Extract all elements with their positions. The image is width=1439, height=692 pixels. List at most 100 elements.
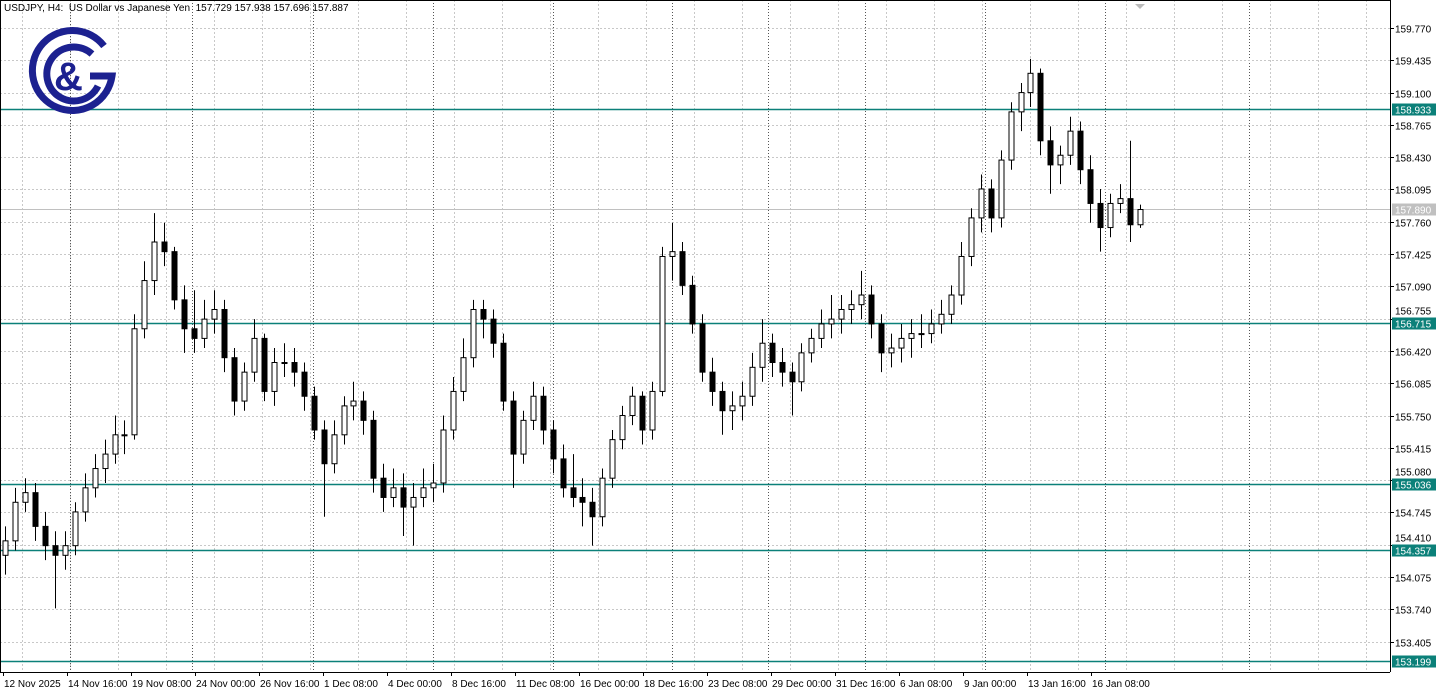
candle-body xyxy=(749,366,756,397)
candle-body xyxy=(510,400,517,455)
candle-body xyxy=(181,299,188,330)
candle-body xyxy=(341,405,348,436)
candle-body xyxy=(1037,72,1044,142)
candle-body xyxy=(689,284,696,325)
y-tick-label: 154.410 xyxy=(1395,534,1432,545)
x-tick-label: 9 Jan 00:00 xyxy=(964,679,1017,690)
y-tick-label: 153.740 xyxy=(1395,606,1432,617)
candle-body xyxy=(1087,169,1094,204)
candle-body xyxy=(380,477,387,498)
candle-body xyxy=(798,352,805,383)
y-tick-label: 157.425 xyxy=(1395,251,1432,262)
candle-body xyxy=(410,496,417,508)
y-tick-label: 158.765 xyxy=(1395,122,1432,133)
candle-body xyxy=(251,337,258,373)
x-tick-label: 23 Dec 08:00 xyxy=(708,679,768,690)
candle-body xyxy=(370,419,377,479)
candle-body xyxy=(1077,130,1084,171)
candle-body xyxy=(121,434,128,437)
candle-body xyxy=(291,362,298,373)
candle-body xyxy=(12,501,19,542)
candle-body xyxy=(72,511,79,547)
candle-body xyxy=(82,487,89,513)
candle-body xyxy=(579,496,586,503)
candle-body xyxy=(948,294,955,315)
candle-body xyxy=(599,477,606,518)
candle-body xyxy=(201,318,208,339)
candle-body xyxy=(231,357,238,402)
y-tick-label: 159.100 xyxy=(1395,90,1432,101)
candle-body xyxy=(301,371,308,397)
candle-body xyxy=(241,371,248,402)
candle-body xyxy=(1018,92,1025,113)
candle-body xyxy=(978,188,985,219)
candle-body xyxy=(271,362,278,392)
candle-body xyxy=(848,304,855,310)
candle-body xyxy=(888,347,895,354)
level-label: 154.357 xyxy=(1395,547,1432,558)
candle-body xyxy=(868,294,875,325)
candle-body xyxy=(360,400,367,421)
y-tick-label: 159.770 xyxy=(1395,25,1432,36)
symbol-description: US Dollar vs Japanese Yen xyxy=(68,3,191,14)
y-tick-label: 156.420 xyxy=(1395,348,1432,359)
candle-body xyxy=(400,487,407,508)
candle-body xyxy=(878,323,885,354)
candle-body xyxy=(460,357,467,392)
candle-body xyxy=(719,390,726,412)
level-label-bg xyxy=(1392,655,1436,668)
candle-body xyxy=(699,323,706,373)
candle-body xyxy=(858,294,865,306)
candle-body xyxy=(669,251,676,257)
shift-marker xyxy=(1135,4,1145,9)
y-tick-label: 153.405 xyxy=(1395,639,1432,650)
x-tick-label: 12 Nov 2025 xyxy=(4,679,61,690)
x-tick-label: 26 Nov 16:00 xyxy=(260,679,320,690)
candle-body xyxy=(1047,140,1054,166)
candle-body xyxy=(1027,72,1034,94)
candle-body xyxy=(759,342,766,368)
x-tick-label: 31 Dec 16:00 xyxy=(836,679,896,690)
candle-body xyxy=(420,487,427,498)
candle-body xyxy=(32,492,39,527)
candle-body xyxy=(619,415,626,441)
candle-body xyxy=(520,419,527,455)
candle-body xyxy=(1057,154,1064,166)
x-tick-label: 11 Dec 08:00 xyxy=(516,679,575,690)
candle-body xyxy=(211,308,218,320)
grid xyxy=(0,0,1390,672)
candle-body xyxy=(1117,198,1124,204)
candle-body xyxy=(1137,209,1144,226)
x-tick-label: 13 Jan 16:00 xyxy=(1028,679,1086,690)
current-price-label: 157.890 xyxy=(1395,206,1432,217)
candle-body xyxy=(729,405,736,412)
candle-body xyxy=(141,280,148,330)
candle-body xyxy=(589,501,596,518)
candle-body xyxy=(779,362,786,373)
candle-body xyxy=(550,429,557,460)
candle-body xyxy=(998,159,1005,219)
x-tick-label: 16 Jan 08:00 xyxy=(1092,679,1150,690)
y-tick-label: 156.085 xyxy=(1395,380,1432,391)
candle-body xyxy=(639,395,646,431)
x-tick-label: 4 Dec 00:00 xyxy=(388,679,442,690)
level-label: 155.036 xyxy=(1395,481,1432,492)
candle-body xyxy=(62,545,69,556)
candle-body xyxy=(450,390,457,431)
candle-body xyxy=(191,328,198,339)
candle-body xyxy=(649,390,656,431)
candle-body xyxy=(390,487,397,498)
candle-body xyxy=(490,318,497,344)
symbol-timeframe: USDJPY, H4: xyxy=(4,3,64,14)
candle-body xyxy=(1107,202,1114,229)
x-tick-label: 24 Nov 00:00 xyxy=(196,679,256,690)
candle-body xyxy=(679,251,686,286)
x-tick-label: 18 Dec 16:00 xyxy=(644,679,704,690)
chart-header: USDJPY, H4: US Dollar vs Japanese Yen 15… xyxy=(4,3,349,14)
candle-body xyxy=(500,342,507,402)
level-label: 156.715 xyxy=(1395,320,1432,331)
candle-body xyxy=(609,439,616,479)
x-tick-label: 19 Nov 08:00 xyxy=(132,679,192,690)
y-tick-label: 155.750 xyxy=(1395,413,1432,424)
